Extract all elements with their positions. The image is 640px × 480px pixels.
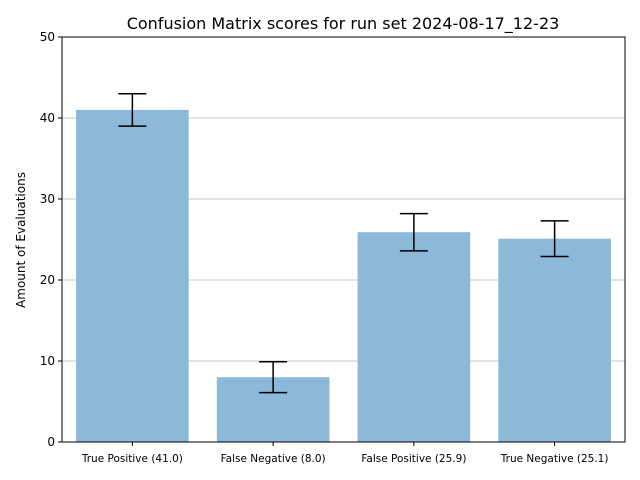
- error-bar-3: [540, 220, 569, 258]
- chart-title: Confusion Matrix scores for run set 2024…: [127, 14, 560, 34]
- y-tick-label-5: 50: [40, 30, 55, 44]
- error-bar-2: [399, 212, 428, 252]
- bar-3: [498, 238, 611, 442]
- x-tick-label-1: False Negative (8.0): [221, 453, 326, 465]
- bars: [76, 109, 611, 443]
- error-bar-1: [259, 361, 288, 394]
- error-bar-0: [118, 92, 147, 127]
- x-axis-ticks: True Positive (41.0) False Negative (8.0)…: [81, 442, 609, 465]
- y-axis-label: Amount of Evaluations: [14, 172, 28, 308]
- bar-0: [76, 109, 189, 443]
- error-bars: [118, 92, 569, 394]
- y-axis-ticks: 0 10 20 30 40 50: [40, 30, 62, 449]
- x-tick-label-3: True Negative (25.1): [500, 453, 609, 465]
- y-tick-label-1: 10: [40, 354, 55, 368]
- y-tick-label-2: 20: [40, 273, 55, 287]
- y-tick-label-3: 30: [40, 192, 55, 206]
- x-tick-label-0: True Positive (41.0): [81, 453, 183, 465]
- plot-frame: [61, 36, 626, 443]
- x-tick-label-2: False Positive (25.9): [361, 453, 466, 465]
- y-tick-label-0: 0: [47, 435, 55, 449]
- y-tick-label-4: 40: [40, 111, 55, 125]
- bar-2: [357, 232, 471, 442]
